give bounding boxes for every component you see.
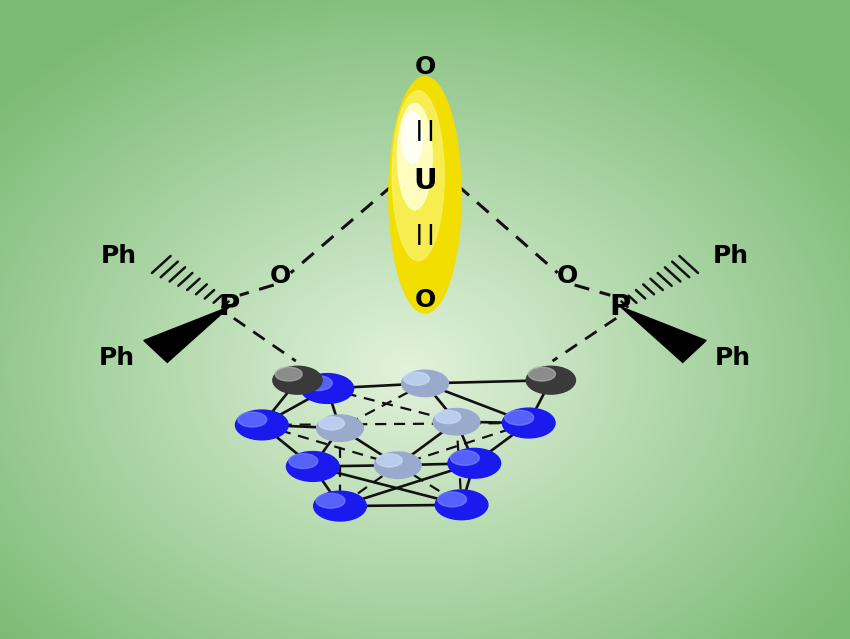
Text: P: P (609, 293, 632, 321)
Ellipse shape (438, 492, 467, 507)
Ellipse shape (526, 366, 575, 394)
Text: O: O (558, 264, 578, 288)
Ellipse shape (374, 452, 422, 479)
Text: Ph: Ph (99, 346, 135, 370)
Ellipse shape (450, 450, 479, 465)
Text: ||: || (412, 224, 438, 245)
Text: Ph: Ph (101, 243, 137, 268)
Ellipse shape (404, 372, 429, 385)
Polygon shape (144, 307, 230, 362)
Ellipse shape (505, 410, 534, 425)
Ellipse shape (435, 410, 461, 424)
Text: Ph: Ph (715, 346, 751, 370)
Ellipse shape (402, 111, 422, 164)
Ellipse shape (301, 374, 354, 403)
Ellipse shape (529, 367, 556, 381)
Text: Ph: Ph (713, 243, 749, 268)
Ellipse shape (238, 412, 267, 427)
Ellipse shape (275, 367, 303, 381)
Ellipse shape (448, 449, 501, 478)
Text: O: O (414, 55, 435, 79)
Ellipse shape (286, 452, 339, 481)
Ellipse shape (319, 417, 344, 430)
Ellipse shape (377, 454, 402, 467)
Text: U: U (413, 167, 437, 195)
Ellipse shape (273, 366, 322, 394)
Ellipse shape (303, 376, 332, 390)
Ellipse shape (434, 408, 479, 435)
Polygon shape (620, 307, 706, 362)
Ellipse shape (435, 490, 488, 520)
Text: ||: || (412, 121, 438, 141)
Text: O: O (414, 288, 435, 312)
Text: P: P (218, 293, 241, 321)
Ellipse shape (289, 454, 318, 468)
Ellipse shape (502, 408, 555, 438)
Ellipse shape (316, 415, 363, 442)
Text: O: O (269, 264, 291, 288)
Ellipse shape (392, 91, 445, 261)
Ellipse shape (401, 370, 449, 397)
Ellipse shape (398, 104, 432, 210)
Ellipse shape (316, 493, 345, 508)
Ellipse shape (314, 491, 366, 521)
Ellipse shape (388, 77, 461, 313)
Ellipse shape (235, 410, 288, 440)
